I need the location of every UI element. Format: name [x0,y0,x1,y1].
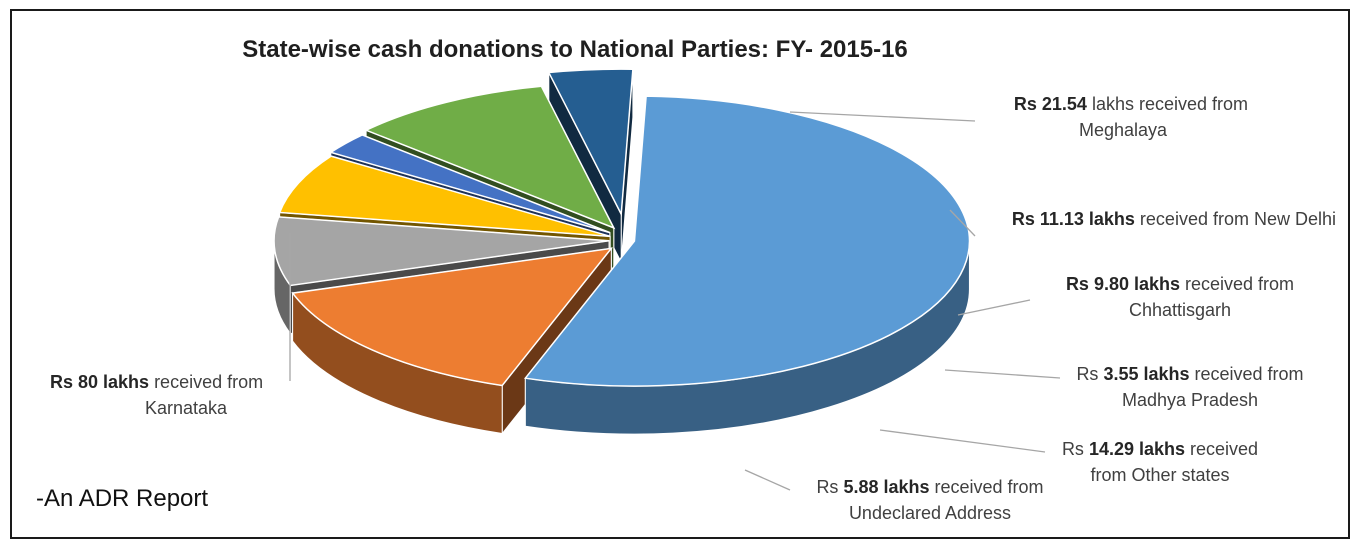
label-suffix: received from [149,372,263,392]
pie-slice-karnataka [523,95,971,387]
label-prefix: Rs [1062,439,1089,459]
pie-slice-new-delhi [273,216,610,287]
data-label-line2: Undeclared Address [849,503,1011,523]
label-suffix: received from [1180,274,1294,294]
label-value: 3.55 lakhs [1103,364,1189,384]
data-label-line2: Karnataka [145,398,228,418]
label-suffix: received [1185,439,1258,459]
label-value: 5.88 lakhs [843,477,929,497]
leader-line [879,429,1046,453]
pie-slice-madhya-pradesh [329,134,611,234]
label-value: Rs 11.13 lakhs [1012,209,1135,229]
label-prefix: Rs [1076,364,1103,384]
label-suffix: received from New Delhi [1135,209,1336,229]
leader-line [789,111,976,122]
leader-line [957,299,1031,316]
data-label-line2: from Other states [1090,465,1229,485]
leader-line [944,369,1061,379]
label-suffix: lakhs received from [1087,94,1248,114]
data-label-other-states: Rs 14.29 lakhs received [1062,439,1258,459]
pie-labels: Rs 80 lakhs received from Karnataka Rs 21.… [50,94,1336,523]
pie-slice-meghalaya [291,247,614,387]
pie-slice-other-states [364,85,616,230]
data-label-line2: Meghalaya [1079,120,1168,140]
footer-note: -An ADR Report [36,485,208,512]
data-label-madhya-pradesh: Rs 3.55 lakhs received from [1076,364,1303,384]
leader-line [949,209,976,237]
label-value: Rs 80 lakhs [50,372,149,392]
data-label-new-delhi: Rs 11.13 lakhs received from New Delhi [1012,209,1336,229]
data-label-undeclared-address: Rs 5.88 lakhs received from [816,477,1043,497]
data-label-chhattisgarh: Rs 9.80 lakhs received from [1066,274,1294,294]
pie-slice-undeclared-address [547,68,634,217]
label-prefix: Rs [816,477,843,497]
leader-line [744,469,791,491]
label-value: Rs 21.54 [1014,94,1087,114]
pie-slices [273,68,971,435]
data-label-line2: Chhattisgarh [1129,300,1231,320]
chart-title: State-wise cash donations to National Pa… [242,36,908,63]
data-label-karnataka: Rs 80 lakhs received from [50,372,263,392]
data-label-meghalaya: Rs 21.54 lakhs received from [1014,94,1248,114]
pie-chart: State-wise cash donations to National Pa… [36,36,1336,523]
pie-slice-chhattisgarh [278,155,611,238]
label-value: 14.29 lakhs [1089,439,1185,459]
label-suffix: received from [1190,364,1304,384]
label-value: Rs 9.80 lakhs [1066,274,1180,294]
label-suffix: received from [930,477,1044,497]
data-label-line2: Madhya Pradesh [1122,390,1258,410]
